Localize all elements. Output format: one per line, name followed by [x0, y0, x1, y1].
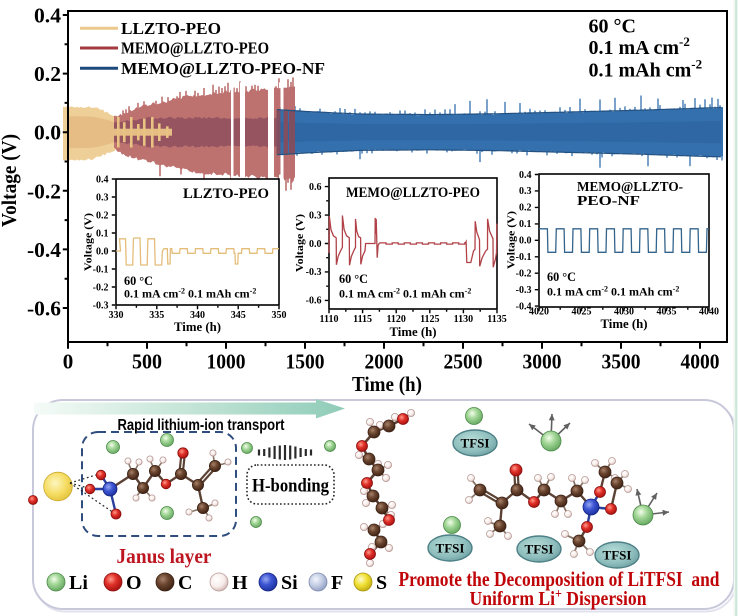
svg-text:Li: Li: [69, 572, 88, 594]
svg-text:MEMO@LLZTO-PEO: MEMO@LLZTO-PEO: [121, 39, 269, 58]
svg-text:1120: 1120: [386, 314, 405, 325]
svg-text:4040: 4040: [699, 307, 719, 318]
svg-text:60 °C: 60 °C: [589, 16, 636, 38]
svg-text:3000: 3000: [523, 350, 562, 374]
svg-text:Time (h): Time (h): [390, 324, 437, 339]
svg-text:TFSI: TFSI: [436, 541, 465, 556]
svg-text:0.1 mA cm-2 0.1 mAh cm-2: 0.1 mA cm-2 0.1 mAh cm-2: [339, 287, 471, 301]
svg-text:Voltage (V): Voltage (V): [0, 134, 21, 227]
svg-text:MEMO@LLZTO-: MEMO@LLZTO-: [577, 179, 683, 194]
svg-text:4035: 4035: [657, 307, 677, 318]
svg-text:0.2: 0.2: [519, 203, 532, 214]
svg-text:330: 330: [109, 310, 124, 321]
svg-text:0.2: 0.2: [96, 210, 109, 221]
svg-text:LLZTO-PEO: LLZTO-PEO: [183, 186, 269, 202]
svg-text:0.1: 0.1: [96, 228, 109, 239]
svg-text:0.1 mA cm-2 0.1 mAh cm-2: 0.1 mA cm-2 0.1 mAh cm-2: [124, 287, 256, 301]
svg-text:0.6: 0.6: [309, 182, 322, 193]
svg-text:0.1: 0.1: [519, 219, 532, 230]
svg-text:LLZTO-PEO: LLZTO-PEO: [121, 19, 221, 38]
svg-text:-0.3: -0.3: [93, 300, 109, 311]
svg-text:Time (h): Time (h): [174, 319, 221, 334]
svg-text:350: 350: [272, 310, 287, 321]
svg-text:Si: Si: [281, 572, 298, 594]
svg-text:Rapid lithium-ion transport: Rapid lithium-ion transport: [118, 417, 286, 434]
svg-text:Janus layer: Janus layer: [117, 544, 212, 568]
svg-text:60 °C: 60 °C: [339, 272, 368, 286]
svg-text:O: O: [126, 572, 142, 594]
svg-text:4000: 4000: [681, 350, 720, 374]
svg-text:0.3: 0.3: [519, 186, 532, 197]
svg-text:-0.1: -0.1: [516, 252, 532, 263]
svg-text:0.0: 0.0: [34, 121, 61, 145]
svg-text:340: 340: [190, 310, 205, 321]
svg-text:60 °C: 60 °C: [547, 270, 576, 284]
svg-text:Promote the Decomposition of L: Promote the Decomposition of LiTFSI and: [399, 567, 720, 591]
svg-text:1135: 1135: [487, 314, 506, 325]
svg-text:4025: 4025: [572, 307, 592, 318]
svg-text:0.4: 0.4: [96, 174, 109, 185]
svg-text:TFSI: TFSI: [461, 436, 490, 451]
svg-text:60 °C: 60 °C: [124, 274, 153, 288]
svg-text:0.4: 0.4: [519, 170, 532, 181]
svg-text:Time (h): Time (h): [601, 316, 648, 331]
svg-text:C: C: [178, 572, 192, 594]
svg-text:0.1 mA cm-2: 0.1 mA cm-2: [589, 34, 690, 59]
svg-text:Time (h): Time (h): [352, 372, 422, 396]
svg-text:1000: 1000: [207, 350, 246, 374]
svg-text:2000: 2000: [365, 350, 404, 374]
svg-text:2500: 2500: [444, 350, 483, 374]
svg-text:1500: 1500: [286, 350, 325, 374]
svg-text:-0.2: -0.2: [93, 282, 109, 293]
svg-text:PEO-NF: PEO-NF: [577, 193, 640, 208]
svg-text:1110: 1110: [320, 314, 339, 325]
svg-text:1115: 1115: [353, 314, 372, 325]
svg-text:345: 345: [231, 310, 246, 321]
svg-text:0.0: 0.0: [519, 236, 532, 247]
svg-text:0.1 mAh cm-2: 0.1 mAh cm-2: [589, 57, 703, 82]
svg-text:MEMO@LLZTO-PEO-NF: MEMO@LLZTO-PEO-NF: [121, 59, 325, 78]
svg-text:-0.6: -0.6: [27, 297, 61, 321]
svg-text:F: F: [331, 572, 343, 594]
svg-text:0.1 mA cm-2 0.1 mAh cm-2: 0.1 mA cm-2 0.1 mAh cm-2: [547, 285, 679, 299]
svg-text:Voltage (V): Voltage (V): [506, 211, 518, 269]
svg-text:Uniform Li+ Dispersion: Uniform Li+ Dispersion: [470, 587, 648, 610]
svg-text:TFSI: TFSI: [525, 542, 554, 557]
svg-text:H: H: [232, 572, 248, 594]
svg-text:-0.4: -0.4: [27, 238, 62, 262]
svg-text:0: 0: [63, 350, 74, 374]
svg-text:3500: 3500: [602, 350, 641, 374]
svg-text:H-bonding: H-bonding: [252, 476, 329, 497]
svg-text:0.0: 0.0: [309, 239, 322, 250]
svg-text:0.0: 0.0: [96, 246, 109, 257]
svg-text:0.3: 0.3: [309, 210, 322, 221]
svg-text:-0.2: -0.2: [516, 269, 532, 280]
svg-text:0.2: 0.2: [34, 62, 61, 86]
svg-text:-0.2: -0.2: [27, 179, 61, 203]
svg-text:MEMO@LLZTO-PEO: MEMO@LLZTO-PEO: [346, 185, 480, 201]
svg-text:Voltage (V): Voltage (V): [83, 213, 95, 271]
svg-text:S: S: [376, 572, 387, 594]
svg-text:-0.3: -0.3: [516, 285, 532, 296]
svg-text:0.3: 0.3: [96, 192, 109, 203]
svg-text:-0.1: -0.1: [93, 264, 109, 275]
svg-text:1125: 1125: [420, 314, 439, 325]
svg-text:-0.4: -0.4: [516, 301, 532, 312]
svg-text:0.4: 0.4: [34, 4, 62, 28]
svg-text:1130: 1130: [454, 314, 473, 325]
svg-text:-0.3: -0.3: [306, 267, 322, 278]
svg-text:4020: 4020: [529, 307, 549, 318]
svg-text:335: 335: [149, 310, 164, 321]
svg-text:TFSI: TFSI: [603, 548, 632, 563]
svg-text:500: 500: [132, 350, 162, 374]
svg-text:Voltage (V): Voltage (V): [294, 214, 306, 272]
svg-text:4030: 4030: [614, 307, 634, 318]
svg-text:-0.6: -0.6: [306, 296, 322, 307]
